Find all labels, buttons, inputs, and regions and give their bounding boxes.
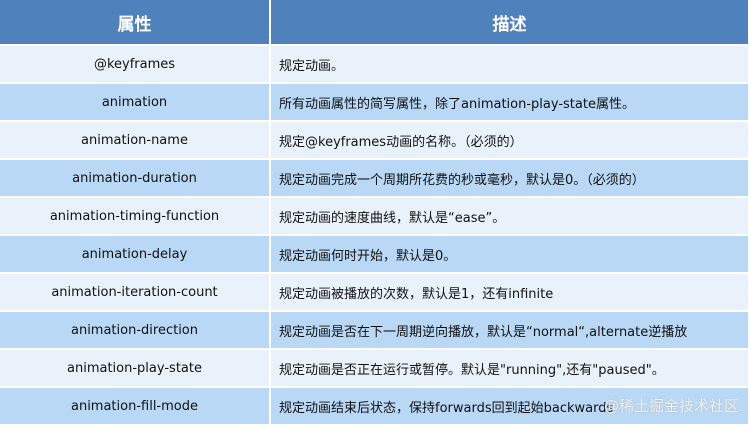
description-cell: 规定动画是否正在运行或暂停。默认是"running",还有"paused"。 xyxy=(270,349,749,388)
description-cell: 规定动画。 xyxy=(270,45,749,84)
property-cell: animation-name xyxy=(0,121,271,160)
description-cell: 规定动画是否在下一周期逆向播放，默认是“normal“,alternate逆播放 xyxy=(270,311,749,350)
property-cell: @keyframes xyxy=(0,45,271,84)
table-row: animation-play-state 规定动画是否正在运行或暂停。默认是"ru… xyxy=(0,349,749,388)
table-row: @keyframes 规定动画。 xyxy=(0,45,749,84)
description-cell: 规定@keyframes动画的名称。（必须的） xyxy=(270,121,749,160)
description-cell: 规定动画被播放的次数，默认是1，还有infinite xyxy=(270,273,749,312)
table-row: animation-delay 规定动画何时开始，默认是0。 xyxy=(0,235,749,274)
table-row: animation-iteration-count 规定动画被播放的次数，默认是1… xyxy=(0,273,749,312)
property-cell: animation-timing-function xyxy=(0,197,271,236)
description-cell: 规定动画的速度曲线，默认是“ease”。 xyxy=(270,197,749,236)
table-row: animation 所有动画属性的简写属性，除了animation-play-st… xyxy=(0,83,749,122)
description-cell: 规定动画何时开始，默认是0。 xyxy=(270,235,749,274)
table-row: animation-direction 规定动画是否在下一周期逆向播放，默认是“n… xyxy=(0,311,749,350)
description-cell: 规定动画完成一个周期所花费的秒或毫秒，默认是0。（必须的） xyxy=(270,159,749,198)
table-row: animation-fill-mode 规定动画结束后状态，保持forwards回… xyxy=(0,387,749,426)
property-cell: animation-delay xyxy=(0,235,271,274)
property-cell: animation-play-state xyxy=(0,349,271,388)
description-cell: 所有动画属性的简写属性，除了animation-play-state属性。 xyxy=(270,83,749,122)
table-row: animation-name 规定@keyframes动画的名称。（必须的） xyxy=(0,121,749,160)
property-cell: animation-duration xyxy=(0,159,271,198)
header-property: 属性 xyxy=(0,0,271,46)
property-cell: animation-iteration-count xyxy=(0,273,271,312)
table-row: animation-duration 规定动画完成一个周期所花费的秒或毫秒，默认是… xyxy=(0,159,749,198)
property-cell: animation-direction xyxy=(0,311,271,350)
property-cell: animation-fill-mode xyxy=(0,387,271,426)
header-row: 属性 描述 xyxy=(0,0,749,46)
header-description: 描述 xyxy=(270,0,749,46)
property-cell: animation xyxy=(0,83,271,122)
description-cell: 规定动画结束后状态，保持forwards回到起始backwards xyxy=(270,387,749,426)
watermark: @稀土掘金技术社区 xyxy=(603,397,739,415)
table-row: animation-timing-function 规定动画的速度曲线，默认是“e… xyxy=(0,197,749,236)
